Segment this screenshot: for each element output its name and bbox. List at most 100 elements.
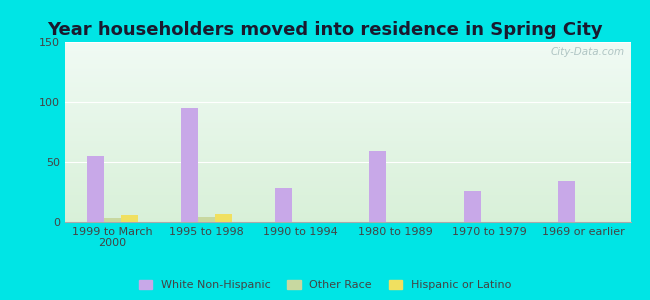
Bar — [65, 167, 630, 168]
Bar — [65, 198, 630, 199]
Bar — [65, 126, 630, 127]
Bar — [65, 188, 630, 189]
Bar — [65, 139, 630, 140]
Bar — [65, 214, 630, 215]
Bar — [65, 156, 630, 157]
Bar — [65, 89, 630, 90]
Bar — [65, 131, 630, 132]
Bar — [65, 44, 630, 45]
Bar — [65, 51, 630, 52]
Bar — [65, 206, 630, 207]
Bar — [65, 100, 630, 101]
Bar — [65, 73, 630, 74]
Bar — [65, 186, 630, 187]
Bar — [103, 218, 121, 222]
Bar — [65, 190, 630, 191]
Bar — [65, 93, 630, 94]
Bar — [65, 86, 630, 87]
Bar — [65, 182, 630, 183]
Bar — [65, 65, 630, 66]
Bar — [65, 176, 630, 177]
Bar — [65, 82, 630, 83]
Bar — [65, 180, 630, 181]
Bar — [65, 85, 630, 86]
Bar — [65, 117, 630, 118]
Bar — [65, 134, 630, 135]
Bar — [65, 127, 630, 128]
Bar — [65, 129, 630, 130]
Bar — [65, 87, 630, 88]
Bar — [65, 159, 630, 160]
Bar — [65, 50, 630, 51]
Bar — [65, 217, 630, 218]
Bar — [65, 173, 630, 174]
Bar — [65, 149, 630, 150]
Bar — [65, 153, 630, 154]
Bar — [65, 48, 630, 49]
Bar — [65, 114, 630, 115]
Bar — [65, 84, 630, 85]
Bar — [65, 97, 630, 98]
Bar — [65, 202, 630, 203]
Bar — [65, 199, 630, 200]
Bar — [65, 148, 630, 149]
Bar — [65, 46, 630, 47]
Bar — [65, 91, 630, 92]
Bar — [65, 174, 630, 175]
Bar — [65, 99, 630, 100]
Bar — [65, 103, 630, 104]
Bar — [65, 170, 630, 171]
Bar — [65, 213, 630, 214]
Bar — [65, 143, 630, 144]
Bar — [65, 56, 630, 57]
Bar — [65, 132, 630, 133]
Bar — [65, 185, 630, 186]
Bar — [65, 220, 630, 221]
Bar — [65, 196, 630, 197]
Bar — [65, 208, 630, 209]
Bar — [65, 119, 630, 120]
Legend: White Non-Hispanic, Other Race, Hispanic or Latino: White Non-Hispanic, Other Race, Hispanic… — [134, 275, 516, 294]
Bar — [65, 54, 630, 55]
Bar — [65, 45, 630, 46]
Text: City-Data.com: City-Data.com — [551, 47, 625, 57]
Bar — [65, 124, 630, 125]
Bar — [65, 136, 630, 137]
Bar — [65, 187, 630, 188]
Bar — [65, 218, 630, 219]
Bar — [65, 154, 630, 155]
Bar — [65, 161, 630, 162]
Bar — [65, 221, 630, 222]
Bar — [65, 106, 630, 107]
Bar — [65, 137, 630, 138]
Bar — [65, 194, 630, 195]
Bar — [65, 165, 630, 166]
Bar — [65, 81, 630, 82]
Bar — [65, 75, 630, 76]
Bar — [65, 116, 630, 117]
Bar — [65, 138, 630, 139]
Bar — [65, 47, 630, 48]
Bar — [65, 71, 630, 72]
Bar — [65, 212, 630, 213]
Bar — [65, 183, 630, 184]
Bar — [65, 192, 630, 193]
Bar — [65, 58, 630, 59]
Bar — [65, 80, 630, 81]
Bar — [65, 151, 630, 152]
Bar — [121, 215, 138, 222]
Bar — [65, 135, 630, 136]
Bar — [65, 100, 630, 101]
Bar — [65, 61, 630, 62]
Bar — [65, 96, 630, 97]
Bar — [215, 214, 232, 222]
Bar — [65, 172, 630, 173]
Text: Year householders moved into residence in Spring City: Year householders moved into residence i… — [47, 21, 603, 39]
Bar — [65, 121, 630, 122]
Bar — [65, 141, 630, 142]
Bar — [65, 215, 630, 216]
Bar — [65, 122, 630, 123]
Bar — [65, 120, 630, 121]
Bar — [65, 209, 630, 210]
Bar — [65, 130, 630, 131]
